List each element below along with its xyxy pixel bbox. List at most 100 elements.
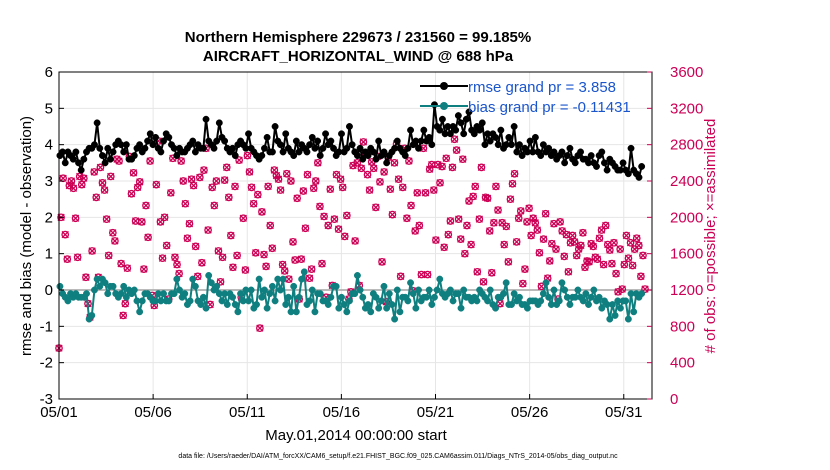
rmse-point (282, 130, 290, 138)
obs-assimilated-marker (276, 186, 285, 194)
obs-possible-marker (639, 251, 647, 260)
bias-point (189, 275, 197, 283)
bias-point (122, 293, 130, 301)
obs-possible-marker (98, 178, 107, 187)
y-tick-label: 1 (45, 246, 53, 263)
obs-assimilated-marker (413, 189, 421, 197)
chart-title: Northern Hemisphere 229673 / 231560 = 99… (185, 29, 531, 46)
obs-assimilated-marker (405, 157, 413, 165)
y-right-tick-label: 3600 (670, 64, 703, 81)
obs-possible-marker (307, 265, 316, 273)
obs-possible-marker (579, 228, 587, 237)
bias-point (388, 301, 396, 308)
obs-possible-marker (111, 237, 119, 245)
obs-possible-marker (183, 234, 192, 243)
bias-point (96, 282, 104, 290)
x-tick-label: 05/31 (605, 404, 643, 421)
obs-assimilated-marker (573, 251, 581, 260)
bias-point (229, 293, 237, 301)
obs-possible-marker (541, 209, 550, 218)
obs-assimilated-marker (123, 264, 131, 272)
obs-possible-marker (303, 170, 312, 179)
bias-point (415, 286, 422, 294)
chart-subtitle: AIRCRAFT_HORIZONTAL_WIND @ 688 hPa (203, 48, 514, 65)
rmse-point (624, 170, 632, 178)
bias-point (91, 286, 98, 294)
obs-possible-marker (256, 324, 264, 332)
obs-assimilated-marker (241, 266, 250, 274)
obs-assimilated-marker (239, 214, 247, 222)
obs-assimilated-marker (467, 240, 475, 249)
obs-possible-marker (82, 273, 90, 282)
obs-assimilated-marker (210, 201, 218, 210)
rmse-point (160, 137, 167, 145)
bias-point (449, 297, 457, 305)
bias-point (335, 304, 343, 312)
bias-point (457, 304, 465, 312)
obs-assimilated-marker (351, 237, 359, 245)
obs-possible-marker (436, 178, 444, 187)
obs-possible-marker (330, 215, 339, 223)
obs-possible-marker (589, 242, 598, 251)
obs-assimilated-marker (334, 225, 343, 233)
obs-assimilated-marker (386, 185, 394, 193)
rmse-point (152, 133, 160, 141)
rmse-point (401, 152, 409, 160)
obs-possible-marker (173, 260, 181, 269)
bias-point (160, 290, 167, 298)
obs-assimilated-marker (612, 269, 620, 278)
bias-point (316, 290, 324, 298)
obs-assimilated-marker (626, 239, 635, 247)
obs-assimilated-marker (121, 299, 129, 308)
obs-assimilated-marker (142, 201, 150, 210)
obs-assimilated-marker (102, 215, 111, 223)
obs-assimilated-marker (506, 195, 515, 203)
legend-bias-label: bias grand pr = -0.11431 (468, 99, 631, 116)
obs-possible-marker (452, 146, 461, 154)
obs-assimilated-marker (388, 210, 397, 219)
obs-assimilated-marker (177, 157, 185, 165)
obs-possible-marker (200, 166, 208, 174)
obs-assimilated-marker (127, 190, 136, 198)
series-lines (59, 104, 643, 322)
obs-possible-marker (108, 228, 117, 237)
rmse-point (526, 137, 534, 145)
obs-assimilated-marker (459, 155, 467, 163)
obs-possible-marker (357, 164, 366, 173)
obs-possible-marker (394, 175, 403, 184)
obs-possible-marker (123, 264, 132, 273)
obs-possible-marker (502, 222, 511, 231)
obs-possible-marker (492, 182, 500, 191)
obs-assimilated-marker (475, 215, 484, 223)
obs-possible-marker (483, 194, 492, 203)
obs-assimilated-marker (560, 252, 568, 261)
obs-assimilated-marker (76, 172, 84, 181)
bias-point (380, 282, 388, 290)
obs-possible-marker (423, 270, 432, 279)
y-right-tick-label: 800 (670, 318, 695, 335)
obs-possible-marker (622, 231, 631, 240)
bias-point (404, 297, 412, 305)
obs-possible-marker (510, 169, 519, 178)
rmse-point (513, 148, 521, 156)
obs-assimilated-marker (82, 273, 90, 281)
obs-possible-marker (421, 188, 430, 197)
obs-possible-marker (318, 259, 326, 268)
obs-assimilated-marker (419, 144, 428, 152)
x-axis-label: May.01,2014 00:00:00 start (265, 427, 447, 444)
bias-point (585, 301, 592, 308)
bias-point (324, 301, 332, 308)
bias-point (574, 286, 582, 294)
rmse-point (428, 141, 436, 149)
obs-assimilated-marker (92, 193, 100, 202)
obs-possible-marker (456, 235, 465, 243)
bias-point (202, 304, 210, 312)
obs-assimilated-marker (639, 251, 647, 260)
obs-assimilated-marker (59, 174, 67, 182)
obs-assimilated-marker (440, 243, 448, 251)
obs-assimilated-marker (173, 260, 181, 269)
bias-point (306, 297, 314, 305)
obs-possible-marker (208, 183, 217, 192)
rmse-point (539, 141, 547, 149)
